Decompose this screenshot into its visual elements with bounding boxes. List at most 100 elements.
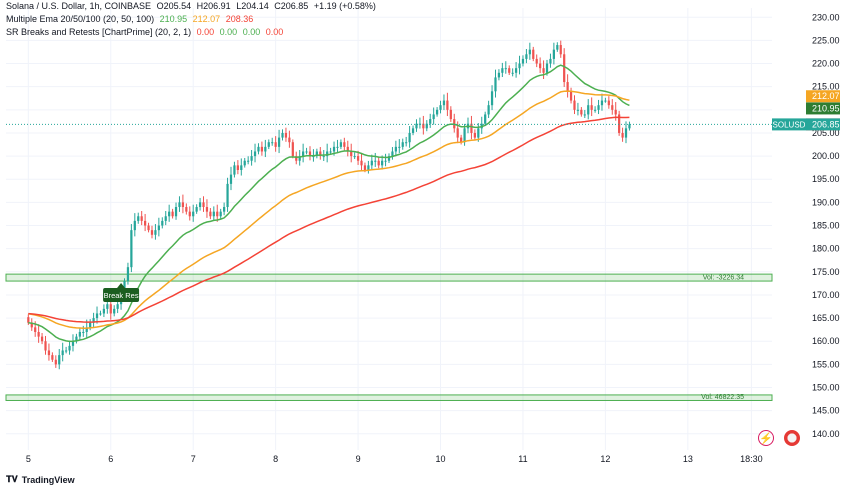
candle-body bbox=[350, 151, 353, 157]
candle-body bbox=[291, 142, 294, 157]
candle-body bbox=[432, 114, 435, 120]
candle-body bbox=[116, 304, 119, 309]
candle-body bbox=[463, 128, 466, 143]
candle-body bbox=[126, 267, 130, 282]
price-tag bbox=[806, 90, 840, 103]
candle-body bbox=[600, 100, 604, 106]
ema-line bbox=[28, 64, 630, 343]
y-tick-label: 175.00 bbox=[812, 267, 840, 277]
candle-body bbox=[315, 151, 318, 157]
candle-body bbox=[68, 345, 71, 351]
candle-body bbox=[30, 322, 33, 328]
footer: 𝐓𝐕 TradingView bbox=[6, 474, 75, 485]
y-tick-label: 155.00 bbox=[812, 359, 840, 369]
candle-body bbox=[288, 137, 291, 143]
candle-body bbox=[429, 119, 432, 124]
y-tick-label: 140.00 bbox=[812, 429, 840, 439]
candle-body bbox=[621, 132, 624, 138]
candle-body bbox=[415, 123, 418, 129]
candle-body bbox=[576, 109, 580, 111]
candle-body bbox=[295, 156, 298, 161]
candle-body bbox=[593, 109, 597, 111]
candle-body bbox=[281, 132, 284, 138]
zone-volume-label: Vol: 46822.35 bbox=[701, 394, 744, 401]
candle-body bbox=[109, 304, 112, 314]
candle-body bbox=[185, 207, 188, 212]
price-tag bbox=[806, 102, 840, 115]
ohlc-row: Solana / U.S. Dollar, 1h, COINBASE O205.… bbox=[6, 0, 376, 13]
price-tag bbox=[806, 118, 840, 131]
candle-body bbox=[563, 54, 566, 83]
price-tag-label: 206.85 bbox=[812, 119, 840, 129]
sr-zone bbox=[5, 394, 773, 401]
ema20-value: 210.95 bbox=[159, 14, 188, 24]
y-tick-label: 160.00 bbox=[812, 336, 840, 346]
candle-body bbox=[521, 58, 525, 64]
candle-body bbox=[569, 91, 573, 101]
candle-body bbox=[137, 216, 140, 221]
candle-body bbox=[47, 350, 51, 356]
candle-body bbox=[37, 331, 40, 337]
candle-body bbox=[343, 142, 346, 147]
candle-body bbox=[583, 114, 586, 116]
candle-body bbox=[370, 160, 373, 166]
y-tick-label: 170.00 bbox=[812, 290, 840, 300]
candle-body bbox=[580, 109, 583, 115]
ema-indicator-title: Multiple Ema 20/50/100 (20, 50, 100) bbox=[6, 14, 155, 24]
candle-body bbox=[274, 142, 277, 147]
candle-body bbox=[150, 230, 154, 235]
candle-body bbox=[71, 341, 75, 346]
symbol-tag-label: SOLUSD bbox=[773, 120, 806, 129]
candle-body bbox=[539, 63, 542, 69]
candle-body bbox=[326, 151, 329, 157]
candle-body bbox=[308, 151, 312, 157]
candle-body bbox=[253, 151, 257, 157]
candle-body bbox=[604, 100, 607, 102]
tradingview-logo-icon[interactable]: 𝐓𝐕 bbox=[6, 474, 18, 484]
candle-body bbox=[525, 54, 528, 59]
candle-body bbox=[618, 114, 621, 133]
candle-body bbox=[164, 216, 167, 221]
candle-body bbox=[240, 165, 243, 170]
x-tick-label: 12 bbox=[600, 454, 610, 464]
y-tick-label: 190.00 bbox=[812, 197, 840, 207]
candle-body bbox=[27, 317, 30, 323]
sr-row[interactable]: SR Breaks and Retests [ChartPrime] (20, … bbox=[6, 26, 376, 39]
zone-volume-label: Vol: -3226.34 bbox=[703, 275, 744, 282]
candle-body bbox=[202, 202, 205, 208]
candle-body bbox=[425, 123, 428, 129]
ema-row[interactable]: Multiple Ema 20/50/100 (20, 50, 100) 210… bbox=[6, 13, 376, 26]
annotation-pointer bbox=[117, 282, 126, 288]
y-tick-label: 150.00 bbox=[812, 383, 840, 393]
candle-body bbox=[435, 109, 439, 115]
sr-value-4: 0.00 bbox=[265, 27, 284, 37]
us-flag-icon[interactable] bbox=[784, 430, 800, 446]
candle-body bbox=[54, 359, 57, 365]
sr-indicator-title: SR Breaks and Retests [ChartPrime] (20, … bbox=[6, 27, 192, 37]
candle-body bbox=[85, 327, 88, 332]
candle-body bbox=[490, 91, 494, 106]
candle-body bbox=[405, 142, 408, 144]
chart-side-icons: ⚡ bbox=[758, 430, 800, 446]
y-tick-label: 230.00 bbox=[812, 12, 840, 22]
candle-body bbox=[442, 100, 446, 106]
ema100-value: 208.36 bbox=[225, 14, 254, 24]
candle-body bbox=[168, 211, 171, 217]
y-tick-label: 215.00 bbox=[812, 82, 840, 92]
price-tag-label: 212.07 bbox=[812, 91, 840, 101]
candle-body bbox=[456, 128, 459, 138]
candle-body bbox=[257, 146, 260, 152]
candle-body bbox=[346, 146, 349, 152]
change-value: +1.19 (+0.58%) bbox=[313, 1, 376, 11]
candle-body bbox=[229, 174, 233, 184]
candle-body bbox=[611, 105, 614, 110]
x-tick-label: 7 bbox=[191, 454, 196, 464]
candle-body bbox=[446, 100, 449, 110]
candle-body bbox=[247, 160, 250, 162]
candle-body bbox=[260, 146, 264, 152]
candle-body bbox=[236, 165, 239, 170]
candle-body bbox=[95, 313, 99, 319]
lightning-icon[interactable]: ⚡ bbox=[758, 430, 774, 446]
